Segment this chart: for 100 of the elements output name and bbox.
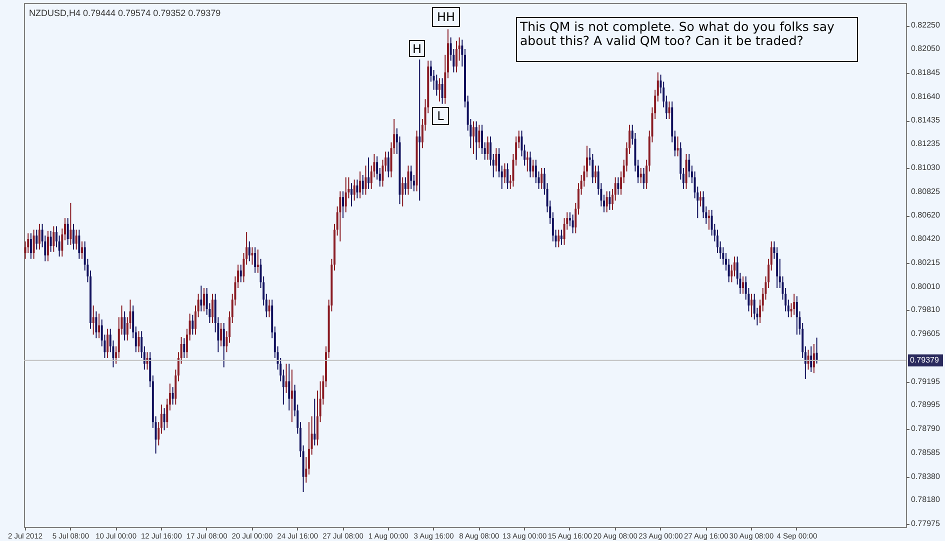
- candlestick: [256, 249, 259, 274]
- candlestick: [163, 408, 166, 431]
- candlestick: [532, 159, 534, 178]
- candlestick: [314, 398, 316, 446]
- y-tick-label: 0.78995: [911, 400, 940, 410]
- candlestick: [495, 148, 498, 172]
- candlestick: [812, 343, 815, 374]
- candlestick: [560, 229, 562, 246]
- y-tick-label: 0.78180: [911, 495, 940, 504]
- candlestick: [676, 136, 679, 157]
- ref-line-label: 0.79379: [910, 355, 940, 364]
- candlestick: [640, 167, 642, 184]
- note-box: This QM is not complete. So what do you folks say about this? A valid QM too? Can it be traded?: [516, 17, 858, 62]
- candlestick: [368, 156, 370, 190]
- candlestick: [504, 162, 506, 184]
- candlestick: [344, 176, 347, 213]
- candlestick: [750, 293, 753, 318]
- candlestick: [192, 314, 194, 336]
- candlestick: [594, 165, 596, 184]
- y-tick-label: 0.81235: [911, 139, 940, 148]
- candlestick: [95, 310, 98, 339]
- candlestick: [72, 223, 74, 250]
- candlestick: [793, 293, 796, 316]
- candlestick: [407, 165, 410, 196]
- candlestick: [183, 338, 186, 358]
- candlestick: [810, 346, 812, 372]
- candlestick: [81, 240, 84, 260]
- y-tick-label: 0.81030: [911, 162, 940, 172]
- candlestick: [742, 276, 744, 294]
- note-box: L: [432, 107, 449, 125]
- y-tick-label: 0.82250: [911, 20, 940, 30]
- text: NZDUSD,H4 0.79444 0.79574 0.79352 0.79379: [29, 8, 221, 18]
- candlestick: [387, 151, 390, 178]
- candlestick: [290, 369, 293, 423]
- candlestick: [441, 78, 444, 104]
- note-box: HH: [432, 7, 460, 27]
- candlestick: [356, 179, 358, 199]
- candlestick: [248, 240, 250, 262]
- y-tick-label: 0.79195: [911, 376, 940, 386]
- candlestick: [685, 153, 688, 190]
- y-tick-label: 0.78585: [911, 448, 940, 457]
- candlestick: [404, 176, 406, 196]
- candlestick: [172, 386, 174, 406]
- candlestick: [350, 182, 353, 207]
- candlestick: [472, 120, 475, 154]
- candlestick: [75, 229, 78, 250]
- candlestick: [78, 229, 80, 260]
- candlestick: [220, 322, 222, 347]
- candlestick: [807, 349, 810, 370]
- y-tick-label: 0.80620: [911, 210, 940, 220]
- candlestick: [342, 190, 344, 219]
- candlestick: [66, 218, 69, 246]
- candlestick: [486, 136, 489, 160]
- candlestick: [506, 162, 509, 190]
- candlestick: [796, 296, 798, 336]
- candlestick: [606, 190, 608, 213]
- y-tick-label: 0.80010: [911, 282, 940, 291]
- candlestick: [455, 40, 458, 73]
- y-tick-label: 0.81640: [911, 92, 940, 101]
- candlestick: [46, 230, 49, 262]
- y-tick-label: 0.78380: [911, 472, 940, 481]
- candlestick: [478, 124, 480, 149]
- candlestick: [254, 246, 256, 274]
- candlestick: [38, 223, 40, 250]
- candlestick: [98, 313, 100, 339]
- candlestick: [362, 174, 364, 196]
- candlestick: [70, 202, 72, 246]
- candlestick: [816, 337, 818, 364]
- candlestick: [339, 190, 342, 242]
- y-tick-label: 0.81435: [911, 116, 940, 125]
- candlestick: [572, 214, 574, 234]
- candlestick: [436, 74, 438, 96]
- candlestick: [353, 179, 356, 202]
- candlestick: [668, 101, 670, 120]
- y-tick-label: 0.80215: [911, 258, 940, 267]
- candlestick: [540, 167, 543, 190]
- candlestick: [52, 226, 55, 252]
- candlestick: [608, 190, 611, 210]
- candlestick: [240, 264, 242, 283]
- candlestick: [699, 190, 702, 207]
- candlestick: [526, 151, 528, 172]
- candlestick: [617, 176, 620, 196]
- y-tick-label: 0.79605: [911, 329, 940, 338]
- candlestick: [36, 229, 38, 250]
- candlestick: [251, 246, 254, 266]
- candlestick: [32, 229, 35, 260]
- candlestick: [364, 165, 367, 196]
- candlestick: [92, 305, 94, 336]
- candlestick: [106, 328, 109, 358]
- y-tick-label: 0.79810: [911, 305, 940, 314]
- candlestick: [203, 288, 205, 312]
- candlestick: [418, 59, 421, 202]
- candlestick: [30, 232, 32, 260]
- candlestick: [708, 209, 710, 230]
- candlestick: [642, 167, 645, 190]
- candlestick: [285, 363, 288, 394]
- candlestick: [212, 293, 214, 324]
- candlestick: [288, 363, 290, 411]
- candlestick: [475, 120, 478, 160]
- candlestick: [402, 176, 404, 207]
